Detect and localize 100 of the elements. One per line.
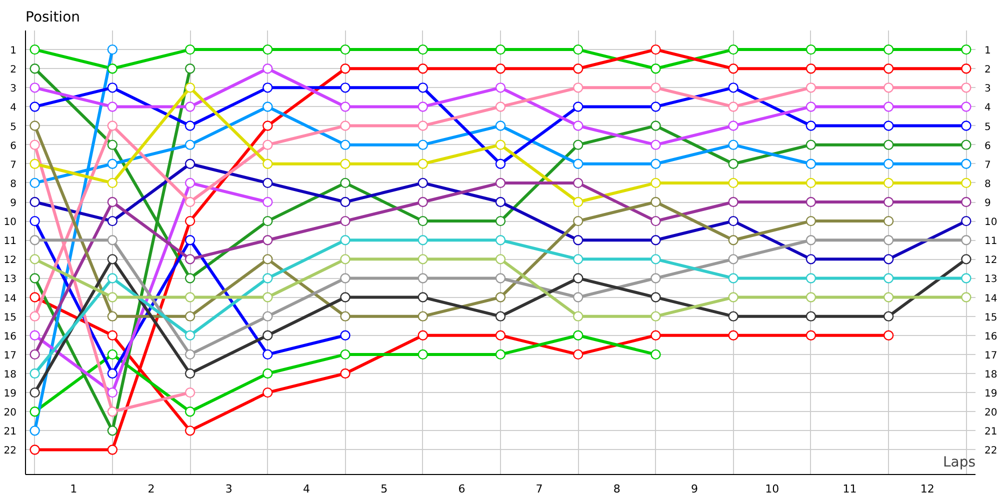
point (107, 44, 118, 55)
point (262, 349, 273, 360)
y2-tick-label: 16 (984, 331, 998, 342)
y2-tick-label: 11 (984, 236, 998, 248)
point (184, 82, 196, 93)
y2-tick-label: 18 (984, 370, 998, 381)
point (340, 330, 350, 340)
point (107, 368, 118, 379)
y2-tick-label: 9 (984, 198, 991, 209)
point (495, 102, 506, 112)
point (495, 311, 506, 322)
point (418, 158, 428, 169)
point (883, 120, 894, 131)
point (107, 387, 118, 398)
y2-tick-label: 19 (984, 388, 998, 400)
point (495, 216, 506, 226)
point (262, 254, 273, 264)
point (262, 330, 273, 340)
point (650, 120, 661, 131)
point (30, 216, 40, 226)
point (573, 82, 584, 93)
y-tick-label: 22 (4, 446, 17, 457)
point (883, 82, 894, 93)
point (340, 216, 350, 226)
point (728, 273, 738, 284)
point (806, 235, 816, 246)
point (650, 158, 661, 169)
point (806, 102, 816, 112)
point (30, 273, 40, 284)
point (30, 196, 40, 208)
point (650, 235, 661, 246)
point (883, 102, 894, 112)
x-tick-label: 8 (613, 482, 620, 496)
point (650, 178, 661, 188)
y2-tick-label: 10 (984, 217, 998, 228)
y-tick-label: 1 (10, 46, 17, 57)
point (107, 82, 118, 93)
point (883, 292, 894, 302)
point (262, 292, 273, 302)
point (728, 64, 738, 74)
point (340, 120, 350, 131)
point (728, 120, 738, 131)
point (418, 349, 428, 360)
point (573, 44, 584, 55)
y2-tick-label: 12 (984, 255, 998, 266)
point (184, 330, 196, 340)
point (418, 82, 428, 93)
point (961, 82, 972, 93)
point (107, 349, 118, 360)
y-tick-label: 14 (4, 293, 17, 304)
point (30, 330, 40, 340)
y-tick-label: 2 (10, 64, 17, 76)
point (30, 444, 40, 455)
point (961, 140, 972, 150)
point (806, 254, 816, 264)
point (30, 158, 40, 169)
x-tick-label: 4 (302, 482, 310, 496)
point (30, 387, 40, 398)
point (961, 178, 972, 188)
point (262, 216, 273, 226)
point (30, 349, 40, 360)
point (184, 406, 196, 417)
point (262, 120, 273, 131)
point (418, 140, 428, 150)
x-tick-label: 6 (458, 482, 466, 496)
point (107, 330, 118, 340)
point (728, 254, 738, 264)
point (650, 273, 661, 284)
point (573, 330, 584, 340)
point (184, 44, 196, 55)
point (184, 158, 196, 169)
point (650, 330, 661, 340)
point (806, 330, 816, 340)
point (418, 44, 428, 55)
y2-tick-label: 1 (984, 46, 991, 57)
y2-tick-label: 5 (984, 122, 991, 133)
point (495, 254, 506, 264)
x-tick-label: 3 (225, 482, 232, 496)
point (184, 273, 196, 284)
point (340, 292, 350, 302)
y-tick-label: 9 (10, 198, 17, 209)
point (340, 44, 350, 55)
y-tick-label: 20 (4, 408, 17, 419)
y2-tick-label: 2 (984, 64, 991, 76)
y-axis-title: Position (26, 10, 80, 26)
point (262, 368, 273, 379)
point (495, 235, 506, 246)
point (806, 216, 816, 226)
y2-tick-label: 3 (984, 84, 991, 95)
point (418, 102, 428, 112)
point (495, 273, 506, 284)
point (107, 292, 118, 302)
point (418, 196, 428, 208)
point (107, 406, 118, 417)
point (184, 140, 196, 150)
y-tick-label: 4 (10, 102, 17, 114)
point (184, 196, 196, 208)
point (728, 140, 738, 150)
point (806, 140, 816, 150)
y-tick-label: 8 (10, 178, 17, 190)
